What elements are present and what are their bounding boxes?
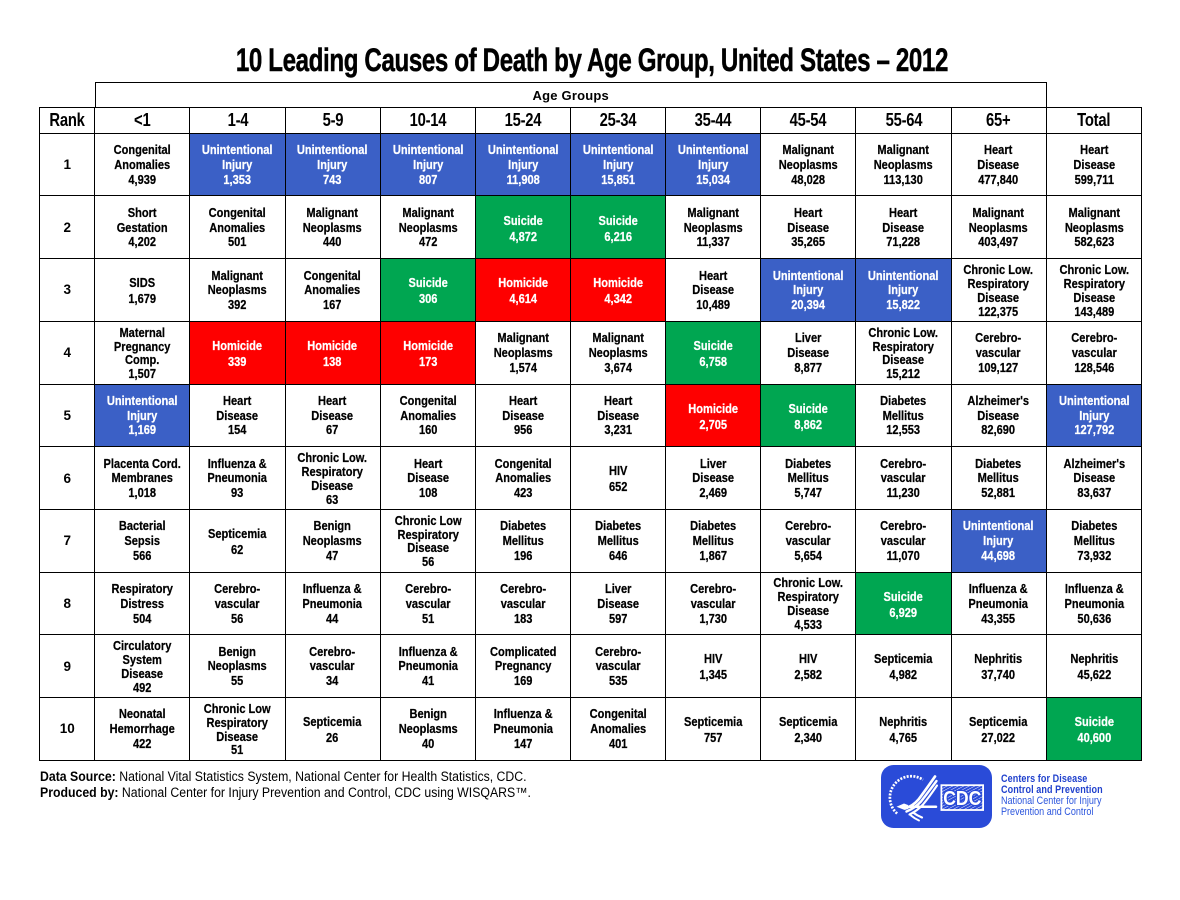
svg-text:CDC: CDC (943, 787, 981, 810)
